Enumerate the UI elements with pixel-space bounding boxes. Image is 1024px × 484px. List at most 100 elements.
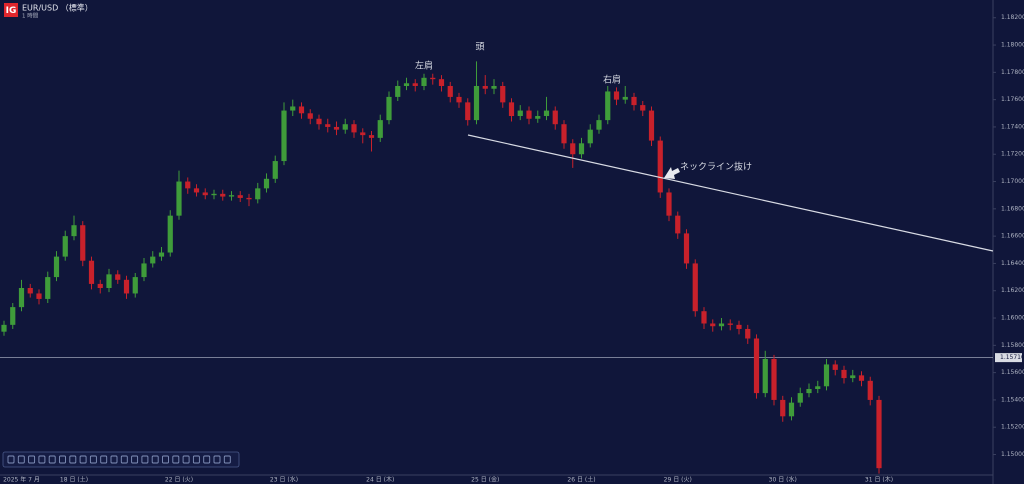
tool-icon[interactable] [7,455,15,464]
y-tick-label: 1.16200 [1001,287,1024,294]
x-tick-label: 31 日 (木) [865,476,893,484]
candle-body [176,181,182,216]
candle-body [80,225,86,261]
candle-body [762,358,768,394]
candle-body [832,364,838,370]
candle-body [745,328,751,339]
y-tick-label: 1.15800 [1001,342,1024,349]
candle-body [736,324,742,329]
candle-body [508,102,515,117]
candle-body [421,77,427,86]
candle-body [561,124,567,144]
candle-body [123,279,130,294]
last-price-label: 1.15710 [1000,354,1024,361]
tool-icon[interactable] [89,455,97,464]
candle-body [631,96,637,106]
candle-body [622,96,628,100]
candle-body [780,399,786,417]
y-tick-label: 1.15400 [1001,396,1024,403]
y-tick-label: 1.15000 [1001,451,1024,458]
candle-body [281,110,287,162]
candle-body [797,393,803,403]
arrow [664,167,680,179]
candle-body [552,110,558,125]
candle-body [727,323,733,325]
candle-body [325,124,331,127]
tool-icon[interactable] [59,455,66,464]
candle-body [465,102,471,121]
tool-icon[interactable] [17,455,25,464]
candle-body [771,358,777,400]
candle-body [97,283,103,289]
candle-body [141,263,147,278]
y-tick-label: 1.16800 [1001,205,1024,212]
tool-icon[interactable] [172,455,180,464]
candle-body [342,124,348,130]
candle-body [106,274,112,289]
candle-body [185,181,191,189]
candle-body [500,85,506,103]
x-tick-label: 24 日 (木) [366,476,394,484]
y-tick-label: 1.16000 [1001,315,1024,322]
candle-body [10,307,16,325]
tool-icon[interactable] [203,455,211,464]
candle-body [71,225,77,237]
tool-icon[interactable] [48,455,56,464]
candle-body [438,79,445,86]
tool-icon[interactable] [213,455,221,464]
candle-body [228,195,235,197]
tool-icon[interactable] [100,455,108,464]
candle-body [517,110,523,117]
tool-icon[interactable] [79,455,87,464]
y-tick-label: 1.15200 [1001,424,1024,431]
x-tick-label: 2025 年 7 月 [3,476,40,484]
candle-body [823,364,830,387]
tool-icon[interactable] [28,455,36,464]
candle-body [473,85,480,121]
candle-body [587,129,593,144]
neckline [467,134,994,252]
candle-body [447,85,453,97]
candle-body [307,113,313,119]
candle-body [316,118,322,125]
candle-body [491,85,497,89]
tool-icon[interactable] [141,455,149,464]
candle-body [360,132,366,136]
last-price-box [995,353,1022,363]
tool-icon[interactable] [38,455,46,464]
candle-body [193,188,200,193]
tool-icon[interactable] [182,455,190,464]
y-tick-label: 1.17200 [1001,151,1024,158]
candle-body [806,389,812,394]
logo-box [4,3,18,17]
annotation: 頭 [475,42,484,53]
logo: IG [6,6,17,16]
candle-body [150,256,156,264]
annotation: 右肩 [603,74,621,86]
candle-body [36,293,42,299]
candle-body [211,193,217,196]
candle-body [18,288,25,308]
candle-body [62,236,68,257]
candle-body [482,85,488,89]
candle-body [333,126,340,130]
y-tick-label: 1.17000 [1001,178,1024,185]
tool-icon[interactable] [110,455,118,464]
candle-body [27,288,33,294]
candle-body [290,106,296,111]
tool-icon[interactable] [131,455,139,464]
candle-body [675,215,681,234]
tool-icon[interactable] [69,455,77,464]
tool-icon[interactable] [162,455,169,464]
candle-body [351,124,357,133]
tool-icon[interactable] [223,455,231,464]
tool-icon[interactable] [192,455,200,464]
tool-icon[interactable] [120,455,128,464]
candle-body [876,399,882,469]
candle-body [596,120,602,130]
tool-icon[interactable] [151,455,159,464]
annotation: 左肩 [415,60,433,72]
candle-body [272,161,278,179]
